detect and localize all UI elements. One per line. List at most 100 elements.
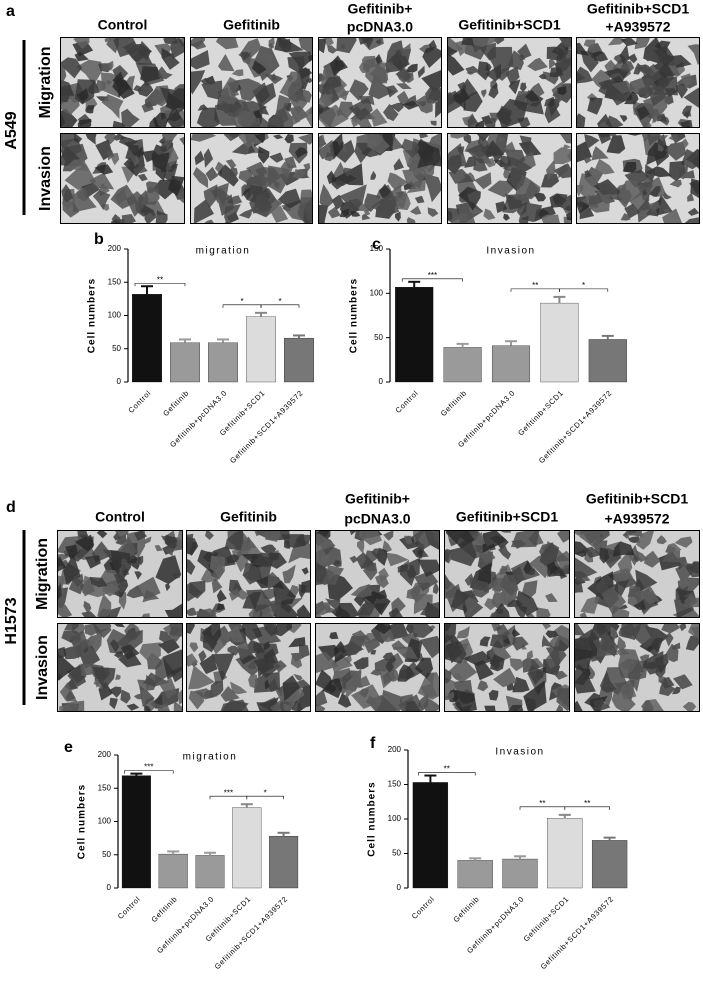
column-header: pcDNA3.0	[344, 511, 410, 527]
y-tick-label: 100	[370, 288, 384, 297]
cell	[512, 636, 529, 651]
cell	[74, 51, 89, 62]
cell	[202, 623, 222, 650]
cell	[406, 583, 422, 600]
x-tick-label: Control	[410, 894, 436, 920]
bar	[246, 316, 276, 383]
cell	[238, 169, 254, 184]
cell	[495, 201, 508, 214]
column-header: Gefitinib+SCD1	[456, 509, 559, 525]
cell	[194, 688, 219, 700]
cell	[229, 167, 238, 178]
cell	[141, 100, 154, 113]
cell	[273, 580, 296, 605]
cell	[483, 118, 496, 128]
cell	[507, 704, 524, 712]
cell	[574, 669, 596, 694]
cell	[545, 593, 558, 602]
cell	[500, 155, 512, 167]
cell	[60, 108, 78, 128]
cell	[115, 674, 121, 680]
cell	[451, 541, 477, 567]
cell	[614, 578, 630, 596]
cell	[186, 533, 194, 555]
cell	[318, 38, 326, 54]
cell	[584, 134, 600, 149]
cell	[558, 164, 569, 179]
cell	[674, 536, 693, 548]
cell	[624, 203, 640, 219]
cell	[427, 207, 439, 217]
cell	[253, 530, 267, 537]
cell	[670, 55, 692, 68]
cell	[395, 211, 401, 222]
bar	[284, 337, 314, 383]
cell	[267, 552, 287, 569]
cell	[611, 80, 636, 94]
cell	[656, 535, 667, 545]
cell	[385, 552, 409, 567]
cell	[359, 530, 383, 546]
micrograph	[315, 530, 440, 618]
cell	[211, 578, 223, 594]
cell	[507, 50, 524, 71]
cell	[303, 105, 313, 128]
cell	[692, 155, 700, 170]
cell	[224, 530, 244, 551]
error-bar	[408, 280, 421, 288]
cell	[158, 638, 180, 654]
cell	[503, 213, 510, 221]
x-tick-label: Gefitinib+SCD1	[522, 894, 571, 943]
x-tick-label: Gefitinib	[439, 388, 469, 418]
cell	[295, 89, 312, 103]
cell	[349, 555, 358, 564]
cell	[675, 83, 688, 99]
cell	[129, 155, 136, 161]
cell	[193, 199, 214, 224]
cell	[477, 680, 489, 692]
cell	[448, 168, 474, 184]
cell	[301, 567, 309, 575]
chart-title: Invasion	[486, 246, 535, 257]
cell	[618, 604, 628, 609]
cell	[324, 37, 334, 47]
cell	[587, 97, 603, 115]
cell	[131, 48, 153, 65]
cell	[322, 678, 343, 699]
cell	[659, 677, 676, 697]
cell	[92, 666, 116, 690]
cell	[83, 600, 92, 614]
bar	[443, 347, 482, 383]
y-tick-label: 150	[370, 244, 384, 253]
cell	[478, 135, 491, 149]
cell	[270, 598, 283, 617]
micrograph	[315, 623, 440, 712]
cell	[246, 161, 268, 179]
cell	[445, 530, 475, 549]
cell	[396, 68, 411, 84]
cell	[458, 186, 481, 211]
panel-label: f	[370, 735, 376, 752]
cell	[499, 575, 519, 596]
cell	[605, 115, 624, 128]
cell	[483, 208, 496, 220]
cell	[683, 216, 700, 224]
cell	[102, 583, 121, 597]
cell	[226, 554, 239, 564]
cell	[114, 651, 124, 659]
cell	[488, 82, 499, 99]
cell	[106, 80, 112, 85]
cell	[464, 596, 478, 612]
cell	[652, 114, 658, 124]
cell	[681, 138, 689, 149]
cell	[190, 133, 217, 142]
cell	[361, 213, 371, 221]
significance-bracket	[260, 304, 300, 308]
cell	[205, 530, 214, 540]
cell	[253, 656, 281, 679]
column-header: Gefitinib+	[348, 1, 413, 17]
error-bar	[456, 342, 469, 348]
cell	[385, 67, 391, 74]
y-tick-label: 0	[117, 377, 122, 386]
cell	[534, 192, 547, 202]
